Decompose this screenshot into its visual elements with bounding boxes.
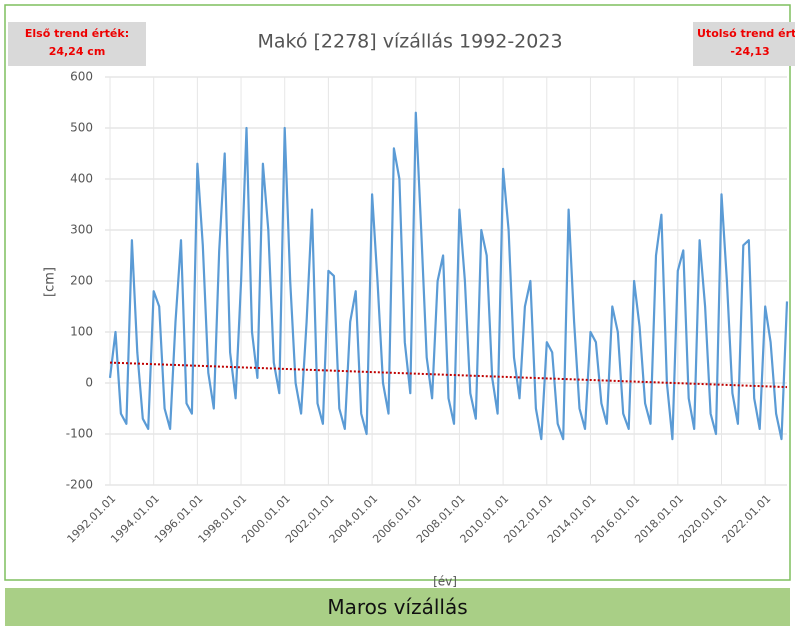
chart-title: Makó [2278] vízállás 1992-2023: [257, 31, 562, 53]
annotation: Első trend érték:: [25, 27, 129, 40]
y-tick-label: -200: [66, 478, 93, 492]
y-axis-label: [cm]: [43, 267, 58, 297]
annotation-box: [8, 22, 146, 66]
annotation: 24,24 cm: [49, 45, 106, 58]
y-tick-label: -100: [66, 427, 93, 441]
y-tick-label: 500: [70, 121, 93, 135]
y-tick-label: 0: [85, 376, 93, 390]
trend-line: [109, 361, 788, 389]
chart-frame: [4, 4, 791, 581]
annotation: Utolsó trend érté: [697, 27, 795, 40]
y-tick-label: 300: [70, 223, 93, 237]
y-tick-label: 200: [70, 274, 93, 288]
chart: Makó [2278] vízállás 1992-2023 [cm] [év]…: [4, 4, 795, 589]
y-tick-label: 400: [70, 172, 93, 186]
y-tick-label: 100: [70, 325, 93, 339]
annotation-box: [693, 22, 795, 66]
annotation: -24,13: [730, 45, 769, 58]
x-axis-label: [év]: [433, 575, 457, 589]
y-tick-label: 600: [70, 70, 93, 84]
caption: Maros vízállás: [5, 588, 790, 626]
